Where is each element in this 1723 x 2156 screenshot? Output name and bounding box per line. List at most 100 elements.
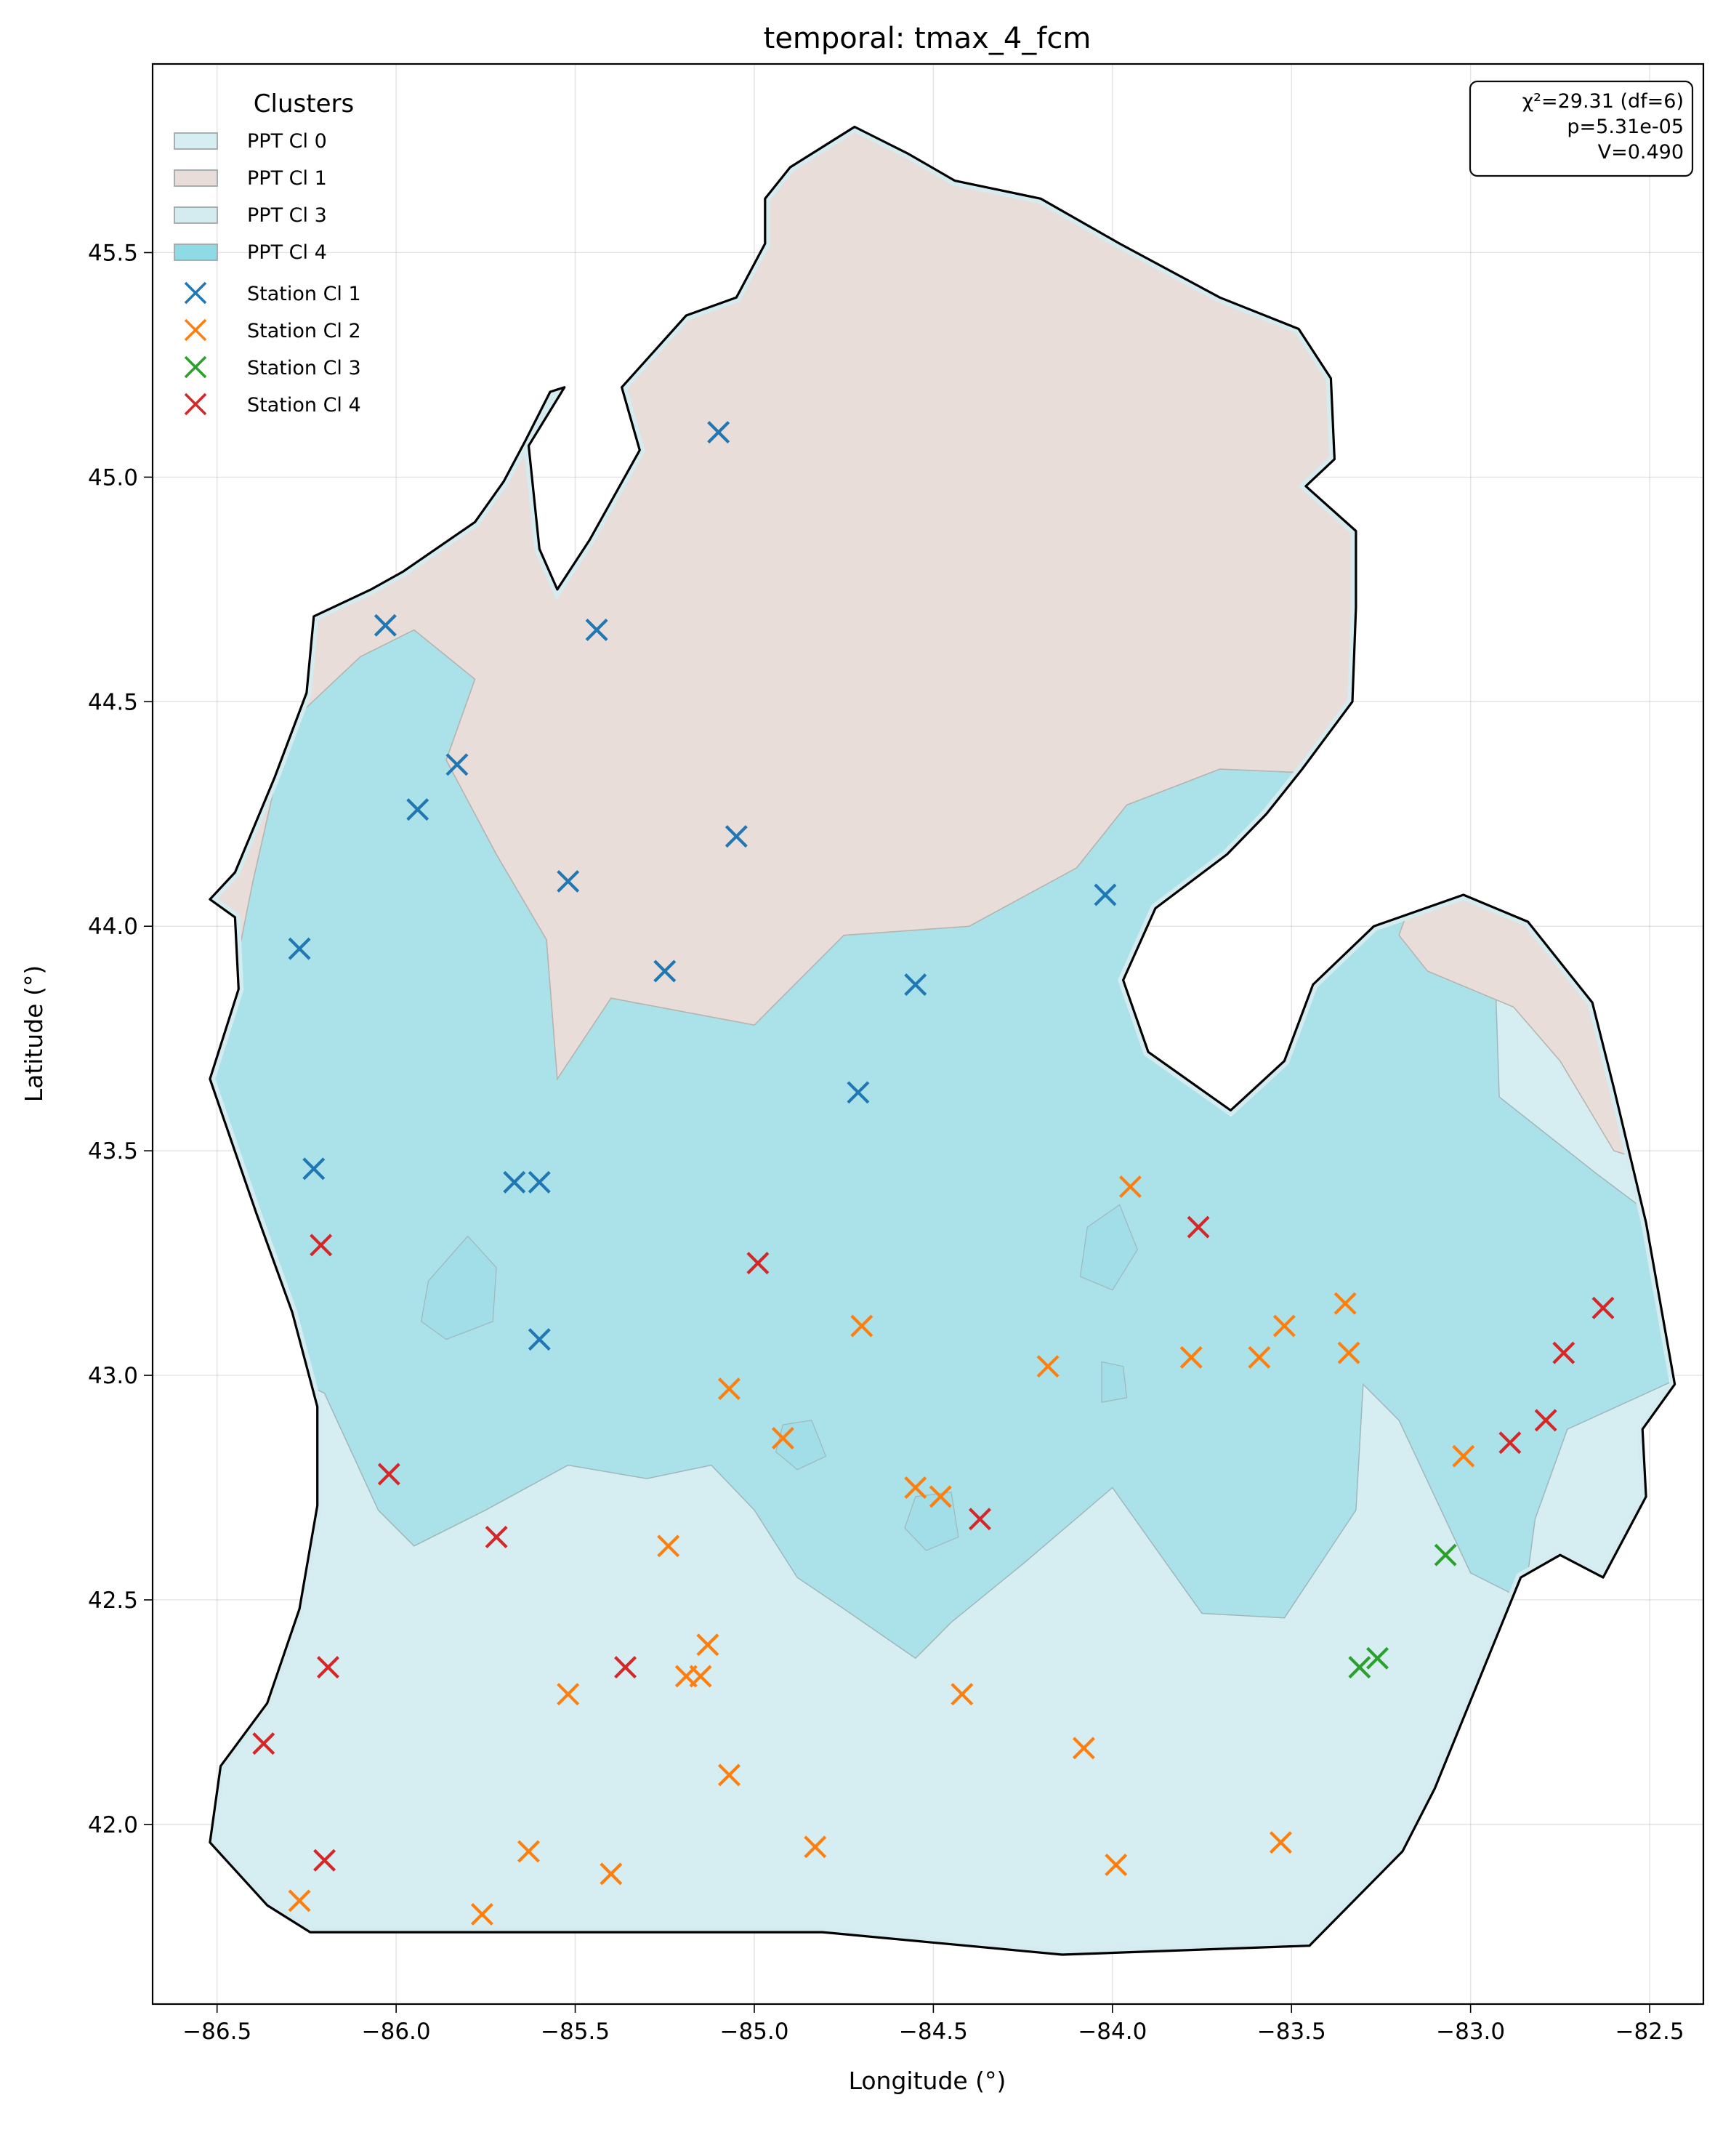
x-tick-label: −86.0 [362,2019,431,2045]
legend-patch-swatch [174,169,218,187]
legend-series-label: Station Cl 4 [247,394,361,417]
x-axis-label: Longitude (°) [849,2067,1006,2095]
station-marker-station-cl-1 [653,960,677,983]
legend-series-entries: Station Cl 1 Station Cl 2 Station Cl 3 Stat… [184,281,361,417]
y-tick-label: 42.5 [88,1588,138,1614]
station-marker-station-cl-4 [310,1234,333,1257]
stats-p-value: p=5.31e-05 [1567,116,1684,138]
legend-patch-label: PPT Cl 1 [247,167,327,190]
y-axis-label: Latitude (°) [20,965,48,1103]
station-marker-station-cl-1 [445,753,469,776]
x-tick-label: −83.5 [1257,2019,1326,2045]
station-marker-station-cl-2 [517,1840,540,1863]
legend-patch-swatch [174,206,218,224]
legend-patch-label: PPT Cl 0 [247,130,327,153]
station-marker-station-cl-4 [317,1656,339,1679]
station-marker-station-cl-4 [1552,1341,1575,1364]
station-marker-station-cl-2 [717,1377,741,1401]
x-tick-label: −85.0 [719,2019,788,2045]
legend-series-swatch [184,393,207,416]
station-marker-station-cl-2 [850,1314,873,1338]
y-tick-label: 44.0 [88,914,138,940]
station-marker-station-cl-1 [503,1170,526,1194]
region-ppt-cl-4-pocket [420,1235,497,1340]
station-marker-station-cl-2 [1072,1737,1095,1760]
station-marker-station-cl-2 [674,1665,698,1688]
station-marker-station-cl-4 [252,1732,275,1755]
region-ppt-cl-4-pocket [1101,1361,1128,1403]
station-marker-station-cl-1 [585,618,608,641]
station-marker-station-cl-2 [717,1763,741,1787]
legend-patch-label: PPT Cl 4 [247,241,327,264]
station-marker-station-cl-4 [1498,1431,1522,1455]
stats-box-frame [1469,80,1694,177]
x-tick-label: −85.5 [541,2019,610,2045]
stats-chi-square: χ²=29.31 (df=6) [1522,90,1684,113]
station-marker-station-cl-3 [1434,1543,1457,1566]
legend-series-swatch [184,355,207,379]
station-marker-station-cl-4 [1591,1296,1615,1319]
x-tick-label: −83.0 [1436,2019,1505,2045]
station-marker-station-cl-1 [374,614,397,637]
chart-title: temporal: tmax_4_fcm [764,22,1091,55]
legend-series-label: Station Cl 1 [247,283,361,305]
station-marker-station-cl-4 [746,1252,770,1275]
legend-series-swatch [184,281,207,305]
station-marker-station-cl-2 [771,1427,794,1450]
station-marker-station-cl-4 [313,1849,336,1872]
station-marker-station-cl-2 [904,1476,927,1499]
y-tick-label: 42.0 [88,1812,138,1838]
station-marker-station-cl-1 [904,973,927,997]
y-tick-label: 45.5 [88,240,138,266]
legend-patch-label: PPT Cl 3 [247,204,327,227]
y-tick-label: 43.0 [88,1363,138,1389]
station-marker-station-cl-2 [600,1862,623,1886]
station-marker-station-cl-1 [847,1081,870,1104]
station-marker-station-cl-2 [804,1835,827,1859]
legend-title: Clusters [254,89,354,118]
station-marker-station-cl-2 [1248,1346,1271,1369]
x-tick-label: −86.5 [182,2019,251,2045]
station-marker-station-cl-2 [1269,1831,1292,1854]
legend-series-swatch [184,318,207,342]
y-tick-label: 44.5 [88,689,138,715]
legend-series-label: Station Cl 2 [247,320,361,342]
station-marker-station-cl-4 [485,1525,508,1548]
station-marker-station-cl-2 [696,1633,719,1657]
legend-series-label: Station Cl 3 [247,357,361,379]
station-marker-station-cl-2 [1105,1853,1128,1876]
x-tick-label: −84.5 [899,2019,968,2045]
station-marker-station-cl-2 [1337,1341,1360,1364]
y-tick-label: 45.0 [88,464,138,491]
station-marker-station-cl-3 [1366,1646,1389,1670]
legend-patch-entries: PPT Cl 0 PPT Cl 1 PPT Cl 3 PPT Cl 4 [174,130,327,264]
station-marker-station-cl-4 [614,1656,637,1679]
station-marker-station-cl-2 [1036,1355,1060,1378]
plot-frame [151,63,1705,2006]
station-marker-station-cl-4 [1187,1215,1210,1239]
legend-patch-swatch [174,244,218,261]
station-marker-station-cl-1 [406,798,429,821]
station-marker-station-cl-2 [1452,1444,1475,1468]
station-marker-station-cl-2 [657,1534,680,1558]
station-marker-station-cl-2 [557,1683,580,1706]
x-tick-label: −84.0 [1078,2019,1147,2045]
station-marker-station-cl-4 [377,1463,400,1486]
region-ppt-cl-4-pocket [1079,1204,1138,1291]
station-marker-station-cl-2 [288,1889,311,1912]
station-marker-station-cl-1 [302,1157,326,1180]
station-marker-station-cl-1 [528,1328,551,1351]
station-marker-station-cl-1 [725,825,748,848]
station-marker-station-cl-2 [1333,1292,1357,1315]
x-axis-ticks: −86.5 −86.0 −85.5 −85.0 −84.5 −84.0 −83.5 −83.0… [182,2004,1684,2045]
station-marker-station-cl-1 [288,937,311,960]
station-marker-station-cl-4 [968,1508,991,1531]
station-marker-station-cl-2 [929,1485,952,1508]
station-marker-station-cl-1 [528,1170,551,1194]
stats-box: χ²=29.31 (df=6) p=5.31e-05 V=0.490 [1469,80,1694,177]
y-tick-label: 43.5 [88,1138,138,1165]
station-marker-station-cl-2 [1179,1346,1203,1369]
michigan-lower-peninsula-outline [209,125,1676,1956]
station-marker-station-cl-1 [707,421,730,444]
